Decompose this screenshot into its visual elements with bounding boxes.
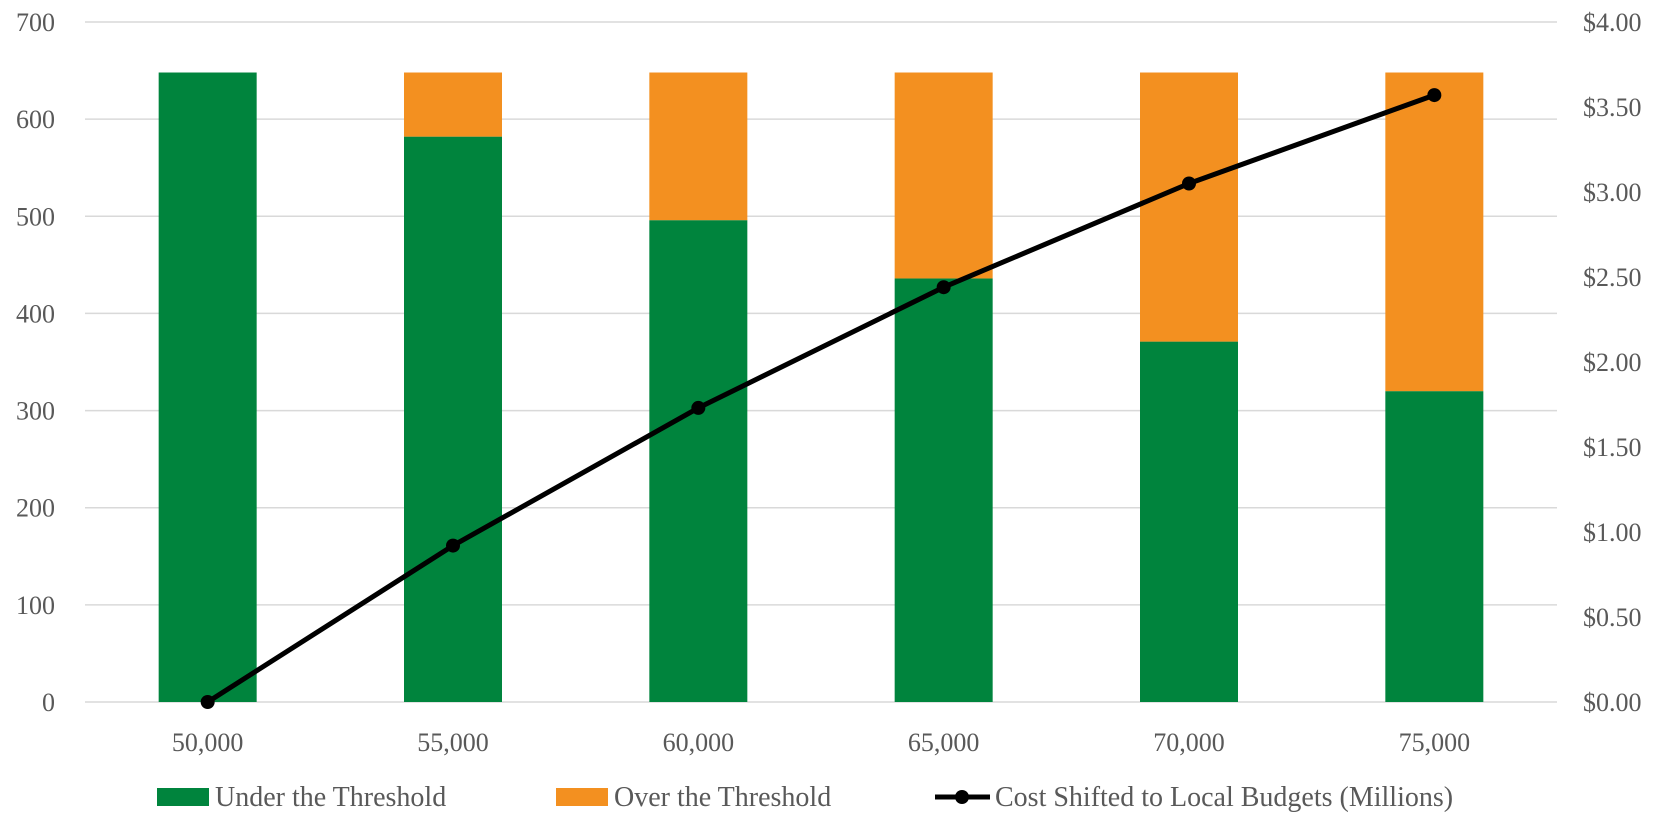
- y-left-tick-label: 200: [16, 494, 55, 523]
- legend-swatch-cost-marker: [955, 790, 969, 804]
- bar-over-threshold: [649, 72, 748, 221]
- y-right-tick-label: $2.50: [1583, 263, 1642, 292]
- y-right-tick-label: $1.00: [1583, 518, 1642, 547]
- x-axis: 50,000 55,000 60,000 65,000 70,000 75,000: [172, 728, 1470, 757]
- bar-over-threshold: [894, 72, 993, 279]
- x-tick-label: 70,000: [1153, 728, 1225, 757]
- right-axis: $0.00 $0.50 $1.00 $1.50 $2.00 $2.50 $3.00 $3.50…: [1583, 8, 1642, 717]
- x-tick-label: 60,000: [663, 728, 735, 757]
- cost-point: [446, 538, 460, 553]
- bar-under-threshold: [1140, 341, 1238, 702]
- bar-under-threshold: [894, 278, 993, 702]
- legend-item-cost[interactable]: Cost Shifted to Local Budgets (Millions): [935, 782, 1453, 813]
- y-left-tick-label: 300: [16, 397, 55, 426]
- y-right-tick-label: $4.00: [1583, 8, 1642, 37]
- legend-label-over: Over the Threshold: [614, 782, 831, 813]
- x-tick-label: 50,000: [172, 728, 244, 757]
- cost-line: [206, 92, 1436, 705]
- y-right-tick-label: $3.50: [1583, 93, 1642, 122]
- legend-label-cost: Cost Shifted to Local Budgets (Millions): [995, 782, 1453, 813]
- cost-point: [200, 695, 215, 709]
- line-series: [200, 88, 1442, 709]
- x-tick-label: 55,000: [417, 728, 489, 757]
- bars: [158, 72, 1484, 703]
- legend-label-under: Under the Threshold: [215, 782, 446, 813]
- legend-swatch-under: [157, 788, 209, 806]
- legend-swatch-over: [556, 788, 608, 806]
- legend-item-over[interactable]: Over the Threshold: [556, 782, 831, 813]
- gridlines: [85, 21, 1557, 703]
- bar-over-threshold: [1140, 72, 1238, 342]
- cost-point: [691, 400, 706, 415]
- legend: Under the Threshold Over the Threshold C…: [157, 782, 1453, 813]
- bar-under-threshold: [158, 72, 257, 702]
- bar-under-threshold: [1385, 391, 1484, 702]
- cost-point: [1182, 176, 1196, 191]
- left-axis: 0 100 200 300 400 500 600 700: [16, 8, 55, 717]
- y-left-tick-label: 400: [16, 299, 55, 328]
- y-right-tick-label: $0.00: [1583, 688, 1642, 717]
- y-right-tick-label: $0.50: [1583, 603, 1642, 632]
- x-tick-label: 65,000: [908, 728, 980, 757]
- y-left-tick-label: 100: [16, 591, 55, 620]
- y-left-tick-label: 600: [16, 105, 55, 134]
- bar-under-threshold: [404, 136, 502, 703]
- y-right-tick-label: $2.00: [1583, 348, 1642, 377]
- legend-item-under[interactable]: Under the Threshold: [157, 782, 446, 813]
- x-tick-label: 75,000: [1399, 728, 1471, 757]
- y-left-tick-label: 500: [16, 202, 55, 231]
- cost-point: [936, 280, 951, 295]
- y-left-tick-label: 700: [16, 8, 55, 37]
- y-left-tick-label: 0: [42, 688, 55, 717]
- bar-over-threshold: [404, 72, 502, 137]
- cost-point: [1427, 88, 1442, 103]
- y-right-tick-label: $3.00: [1583, 178, 1642, 207]
- bar-under-threshold: [649, 220, 748, 702]
- y-right-tick-label: $1.50: [1583, 433, 1642, 462]
- bar-over-threshold: [1385, 72, 1484, 392]
